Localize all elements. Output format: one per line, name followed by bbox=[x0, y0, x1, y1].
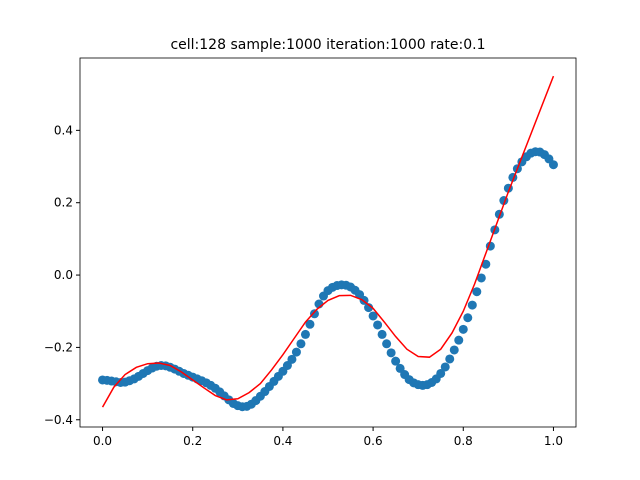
y-tick-label: 0.4 bbox=[54, 123, 73, 137]
point bbox=[458, 324, 468, 334]
point bbox=[436, 368, 446, 378]
point bbox=[382, 339, 392, 349]
point bbox=[548, 160, 558, 170]
point bbox=[440, 362, 450, 372]
point bbox=[449, 345, 459, 355]
line bbox=[101, 75, 555, 408]
chart-title: cell:128 sample:1000 iteration:1000 rate… bbox=[170, 37, 485, 53]
x-tick-label: 0.8 bbox=[454, 434, 473, 448]
point bbox=[463, 313, 473, 323]
plot-frame bbox=[79, 57, 577, 428]
point bbox=[291, 347, 301, 357]
x-tick-label: 0.4 bbox=[273, 434, 292, 448]
point bbox=[386, 348, 396, 358]
point bbox=[373, 320, 383, 330]
point bbox=[309, 309, 319, 319]
point bbox=[305, 319, 315, 329]
point bbox=[377, 329, 387, 339]
point bbox=[300, 329, 310, 339]
point bbox=[476, 273, 486, 283]
y-tick-label: −0.2 bbox=[44, 340, 73, 354]
point bbox=[481, 259, 491, 269]
point bbox=[391, 356, 401, 366]
x-tick-label: 0.6 bbox=[364, 434, 383, 448]
y-tick-label: 0.0 bbox=[54, 268, 73, 282]
point bbox=[472, 287, 482, 297]
point bbox=[364, 303, 374, 313]
x-tick-label: 0.2 bbox=[183, 434, 202, 448]
point bbox=[287, 354, 297, 364]
point bbox=[445, 354, 455, 364]
x-tick-label: 1.0 bbox=[544, 434, 563, 448]
y-tick-label: 0.2 bbox=[54, 196, 73, 210]
point bbox=[296, 339, 306, 349]
point bbox=[454, 335, 464, 345]
y-tick-label: −0.4 bbox=[44, 413, 73, 427]
point bbox=[395, 363, 405, 373]
x-tick-label: 0.0 bbox=[93, 434, 112, 448]
point bbox=[368, 311, 378, 321]
point bbox=[282, 361, 292, 370]
point bbox=[467, 300, 477, 310]
